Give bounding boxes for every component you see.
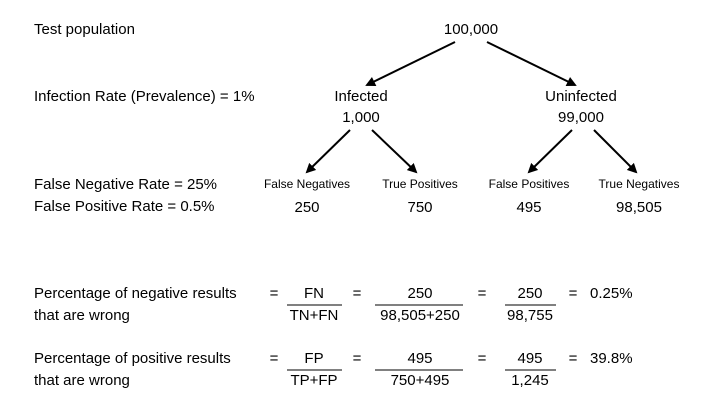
node-name: Infected: [334, 88, 387, 105]
arrow: [371, 129, 418, 174]
denominator: TN+FN: [290, 307, 339, 324]
numerator: 250: [517, 285, 542, 302]
node-count: 250: [294, 199, 319, 216]
formula-label: Percentage of negative results: [34, 285, 237, 302]
node-name: True Positives: [382, 177, 458, 191]
equals-sign: =: [353, 285, 362, 302]
equals-sign: =: [353, 350, 362, 367]
equals-sign: =: [478, 350, 487, 367]
arrow: [527, 129, 573, 174]
node-name: False Negatives: [264, 177, 350, 191]
node-count: 750: [407, 199, 432, 216]
numerator: 495: [407, 350, 432, 367]
formula-label: Percentage of positive results: [34, 350, 231, 367]
label: False Positive Rate = 0.5%: [34, 198, 215, 215]
node-count: 99,000: [558, 109, 604, 126]
node-count: 98,505: [616, 199, 662, 216]
denominator: 98,505+250: [380, 307, 460, 324]
arrow: [593, 129, 638, 174]
result: 0.25%: [590, 285, 633, 302]
numerator: FN: [304, 285, 324, 302]
label: Test population: [34, 21, 135, 38]
arrow: [486, 41, 577, 86]
formula-label: that are wrong: [34, 372, 130, 389]
node-name: False Positives: [489, 177, 570, 191]
equals-sign: =: [478, 285, 487, 302]
result: 39.8%: [590, 350, 633, 367]
node-count: 1,000: [342, 109, 380, 126]
arrow: [365, 41, 456, 86]
label: False Negative Rate = 25%: [34, 176, 217, 193]
tree-root: 100,000: [444, 21, 498, 38]
equals-sign: =: [270, 350, 279, 367]
denominator: 1,245: [511, 372, 549, 389]
equals-sign: =: [569, 285, 578, 302]
arrow: [305, 129, 351, 174]
denominator: 98,755: [507, 307, 553, 324]
denominator: TP+FP: [290, 372, 337, 389]
denominator: 750+495: [391, 372, 450, 389]
equals-sign: =: [270, 285, 279, 302]
numerator: 250: [407, 285, 432, 302]
label: Infection Rate (Prevalence) = 1%: [34, 88, 255, 105]
node-name: True Negatives: [599, 177, 680, 191]
numerator: 495: [517, 350, 542, 367]
node-count: 495: [516, 199, 541, 216]
numerator: FP: [304, 350, 323, 367]
node-name: Uninfected: [545, 88, 617, 105]
equals-sign: =: [569, 350, 578, 367]
formula-label: that are wrong: [34, 307, 130, 324]
